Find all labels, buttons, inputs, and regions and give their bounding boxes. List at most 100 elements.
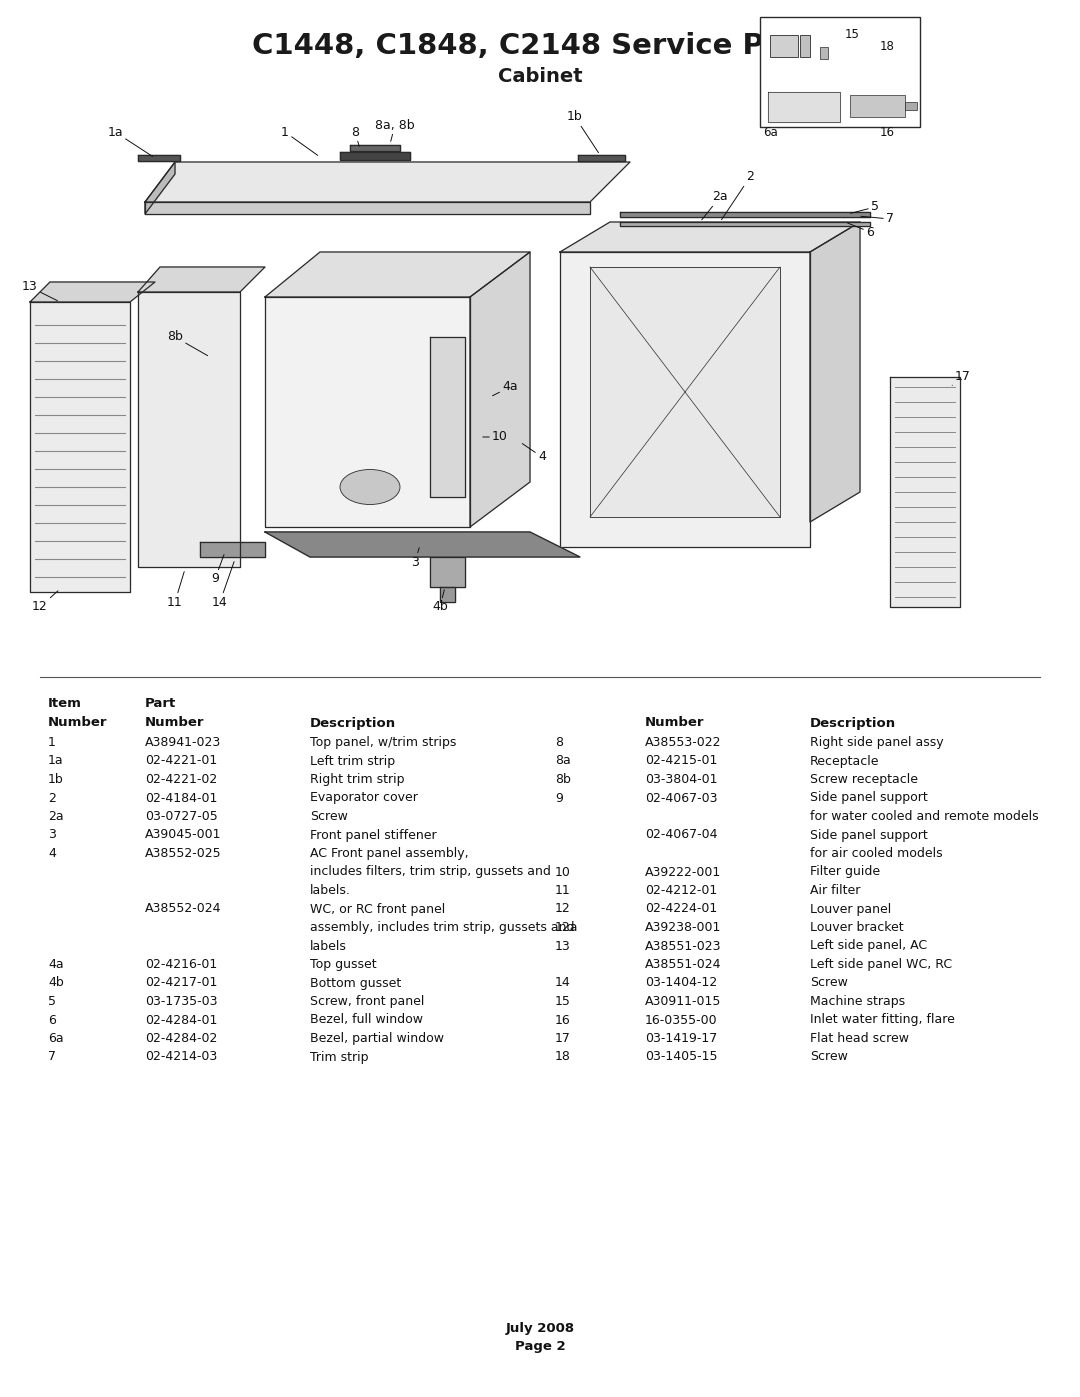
Text: 18: 18 <box>880 41 895 53</box>
Bar <box>760 17 920 127</box>
Text: 13: 13 <box>555 940 570 953</box>
Polygon shape <box>138 292 240 567</box>
Text: 12: 12 <box>32 591 58 613</box>
Text: Louver bracket: Louver bracket <box>810 921 904 935</box>
Text: Filter guide: Filter guide <box>810 866 880 879</box>
Polygon shape <box>138 267 265 292</box>
Text: 10: 10 <box>555 866 571 879</box>
Text: 4: 4 <box>523 444 545 464</box>
Text: Top panel, w/trim strips: Top panel, w/trim strips <box>310 736 457 749</box>
Text: 02-4284-01: 02-4284-01 <box>145 1013 217 1027</box>
Text: 2: 2 <box>48 792 56 805</box>
Text: 03-3804-01: 03-3804-01 <box>645 773 717 787</box>
Polygon shape <box>265 251 530 298</box>
Text: Top gusset: Top gusset <box>310 958 377 971</box>
Polygon shape <box>350 145 400 151</box>
Polygon shape <box>440 587 455 602</box>
Text: Right side panel assy: Right side panel assy <box>810 736 944 749</box>
Polygon shape <box>30 282 156 302</box>
Text: 3: 3 <box>48 828 56 841</box>
Text: 2: 2 <box>721 170 754 219</box>
Polygon shape <box>578 155 625 161</box>
Text: 1: 1 <box>48 736 56 749</box>
Text: 4b: 4b <box>48 977 64 989</box>
Text: 5: 5 <box>48 995 56 1009</box>
Text: Receptacle: Receptacle <box>810 754 879 767</box>
Text: includes filters, trim strip, gussets and: includes filters, trim strip, gussets an… <box>310 866 551 879</box>
Text: C1448, C1848, C2148 Service Parts: C1448, C1848, C2148 Service Parts <box>252 32 828 60</box>
Text: 02-4212-01: 02-4212-01 <box>645 884 717 897</box>
Polygon shape <box>200 542 265 557</box>
Text: A38551-024: A38551-024 <box>645 958 721 971</box>
Polygon shape <box>561 222 860 251</box>
Polygon shape <box>138 155 180 161</box>
Text: Screw: Screw <box>810 1051 848 1063</box>
Text: A30911-015: A30911-015 <box>645 995 721 1009</box>
Text: WC, or RC front panel: WC, or RC front panel <box>310 902 445 915</box>
Text: 16: 16 <box>880 126 895 138</box>
Text: 1a: 1a <box>48 754 64 767</box>
Text: Flat head screw: Flat head screw <box>810 1032 909 1045</box>
Polygon shape <box>430 557 465 587</box>
Text: 02-4216-01: 02-4216-01 <box>145 958 217 971</box>
Text: Cabinet: Cabinet <box>498 67 582 87</box>
Text: 4a: 4a <box>492 380 517 395</box>
Text: Screw: Screw <box>810 977 848 989</box>
Text: 4b: 4b <box>432 590 448 613</box>
Text: Evaporator cover: Evaporator cover <box>310 792 418 805</box>
Text: Bottom gusset: Bottom gusset <box>310 977 402 989</box>
Text: 15: 15 <box>555 995 571 1009</box>
Polygon shape <box>620 212 870 217</box>
Text: 03-1735-03: 03-1735-03 <box>145 995 217 1009</box>
Text: 12a: 12a <box>555 921 579 935</box>
Text: Description: Description <box>310 717 396 729</box>
Text: 9: 9 <box>211 555 224 585</box>
Text: for water cooled and remote models: for water cooled and remote models <box>810 810 1039 823</box>
Text: 3: 3 <box>411 548 419 569</box>
Text: 6: 6 <box>848 224 874 239</box>
Text: 15: 15 <box>845 28 860 42</box>
Bar <box>820 47 828 59</box>
Polygon shape <box>145 162 630 203</box>
Text: 1b: 1b <box>48 773 64 787</box>
Text: 2a: 2a <box>48 810 64 823</box>
Text: 1: 1 <box>281 126 318 155</box>
Text: 4: 4 <box>48 847 56 861</box>
Text: Trim strip: Trim strip <box>310 1051 368 1063</box>
Text: 1b: 1b <box>567 110 598 152</box>
Text: Bezel, partial window: Bezel, partial window <box>310 1032 444 1045</box>
Polygon shape <box>30 302 130 592</box>
Polygon shape <box>430 337 465 497</box>
Polygon shape <box>890 377 960 608</box>
Text: 02-4284-02: 02-4284-02 <box>145 1032 217 1045</box>
Text: 17: 17 <box>953 370 971 386</box>
Text: Description: Description <box>810 717 896 729</box>
Text: 02-4184-01: 02-4184-01 <box>145 792 217 805</box>
Text: 8a: 8a <box>555 754 570 767</box>
Text: 8a, 8b: 8a, 8b <box>375 119 415 141</box>
Text: Inlet water fitting, flare: Inlet water fitting, flare <box>810 1013 955 1027</box>
Text: 02-4221-02: 02-4221-02 <box>145 773 217 787</box>
Text: Screw, front panel: Screw, front panel <box>310 995 424 1009</box>
Text: 17: 17 <box>555 1032 571 1045</box>
Text: A38552-025: A38552-025 <box>145 847 221 861</box>
Text: 12: 12 <box>555 902 570 915</box>
Text: 02-4214-03: 02-4214-03 <box>145 1051 217 1063</box>
Text: Screw receptacle: Screw receptacle <box>810 773 918 787</box>
Text: 02-4067-03: 02-4067-03 <box>645 792 717 805</box>
Text: Right trim strip: Right trim strip <box>310 773 405 787</box>
Text: 8b: 8b <box>555 773 571 787</box>
Text: 16-0355-00: 16-0355-00 <box>645 1013 717 1027</box>
Text: labels: labels <box>310 940 347 953</box>
Text: 8: 8 <box>351 126 360 147</box>
Text: Machine straps: Machine straps <box>810 995 905 1009</box>
Text: 02-4067-04: 02-4067-04 <box>645 828 717 841</box>
Text: 03-0727-05: 03-0727-05 <box>145 810 218 823</box>
Text: A39222-001: A39222-001 <box>645 866 721 879</box>
Text: 7: 7 <box>861 212 894 225</box>
Text: 6a: 6a <box>762 126 778 138</box>
Text: 7: 7 <box>48 1051 56 1063</box>
Text: 16: 16 <box>555 1013 570 1027</box>
Text: A38551-023: A38551-023 <box>645 940 721 953</box>
Bar <box>905 102 917 110</box>
